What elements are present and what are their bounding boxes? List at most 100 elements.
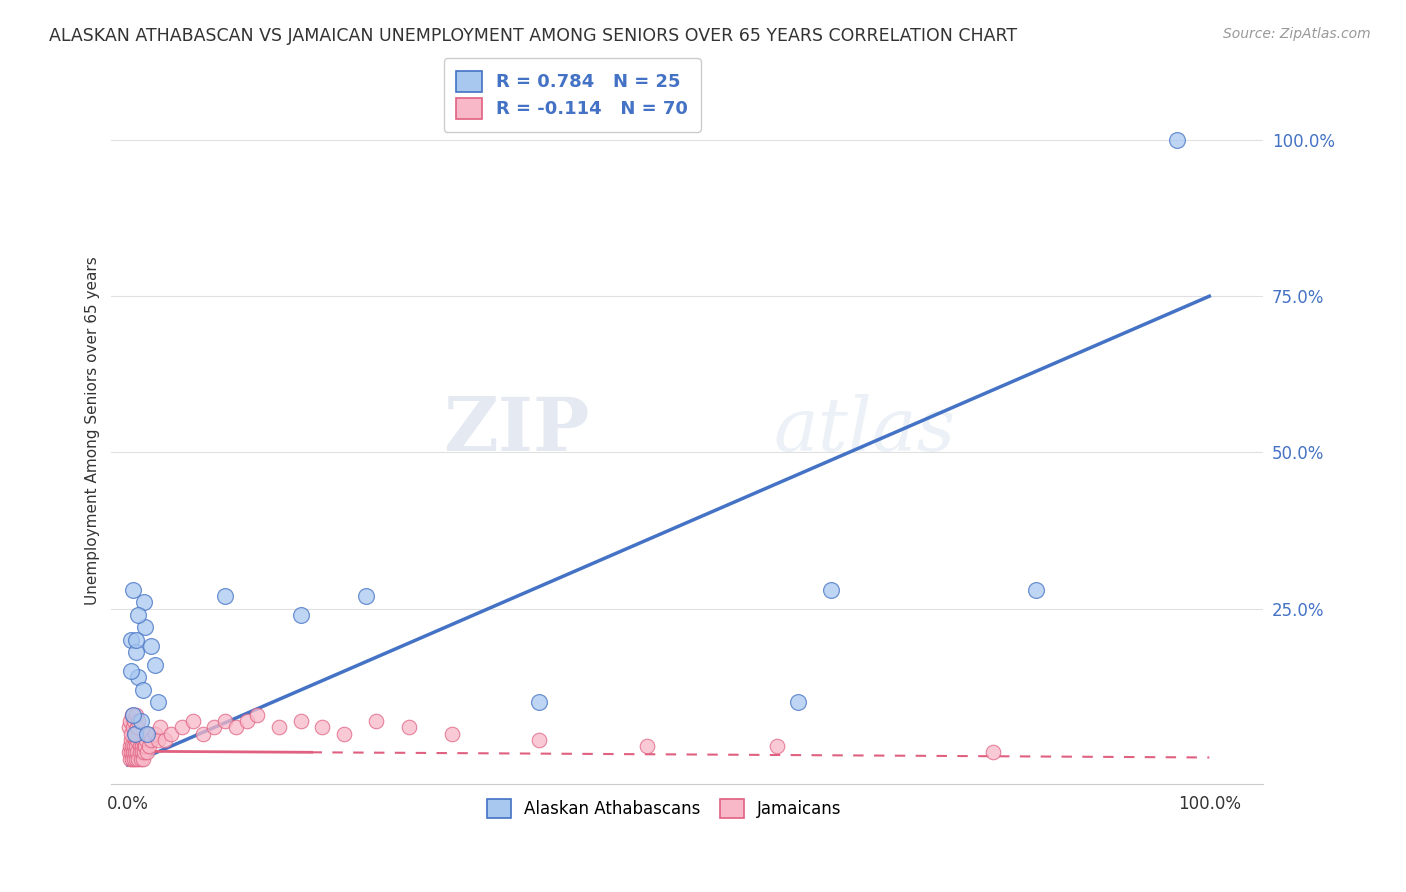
Point <box>122 727 145 741</box>
Point <box>125 645 148 659</box>
Point <box>121 752 143 766</box>
Point <box>146 696 169 710</box>
Point <box>127 671 149 685</box>
Point <box>170 721 193 735</box>
Point <box>981 746 1004 760</box>
Text: atlas: atlas <box>773 394 956 467</box>
Point <box>290 607 312 622</box>
Point <box>131 746 153 760</box>
Legend: Alaskan Athabascans, Jamaicans: Alaskan Athabascans, Jamaicans <box>481 792 848 825</box>
Point <box>122 582 145 597</box>
Point <box>132 595 155 609</box>
Point <box>441 727 464 741</box>
Point <box>128 746 150 760</box>
Point <box>267 721 290 735</box>
Point <box>398 721 420 735</box>
Point <box>124 727 146 741</box>
Point <box>125 739 148 754</box>
Point <box>134 739 156 754</box>
Point <box>127 727 149 741</box>
Point <box>127 746 149 760</box>
Point <box>120 733 142 747</box>
Point <box>135 733 157 747</box>
Point <box>122 708 145 723</box>
Point <box>127 714 149 729</box>
Point <box>125 632 148 647</box>
Point <box>118 714 141 729</box>
Point <box>122 752 145 766</box>
Point <box>146 733 169 747</box>
Point <box>214 589 236 603</box>
Point <box>136 727 159 741</box>
Point <box>155 733 177 747</box>
Point <box>225 721 247 735</box>
Point <box>125 708 148 723</box>
Point <box>636 739 658 754</box>
Point <box>527 696 550 710</box>
Point <box>132 683 155 698</box>
Point <box>527 733 550 747</box>
Point <box>125 752 148 766</box>
Point <box>1166 133 1188 147</box>
Point <box>127 752 149 766</box>
Point <box>1025 582 1047 597</box>
Point <box>181 714 204 729</box>
Point <box>120 746 142 760</box>
Point <box>366 714 388 729</box>
Point <box>131 739 153 754</box>
Point <box>160 727 183 741</box>
Point <box>143 727 166 741</box>
Point <box>246 708 269 723</box>
Point <box>134 620 156 634</box>
Point <box>118 752 141 766</box>
Point <box>118 746 141 760</box>
Point <box>149 721 172 735</box>
Point <box>118 721 141 735</box>
Point <box>132 752 155 766</box>
Point <box>129 733 152 747</box>
Point <box>136 727 159 741</box>
Point <box>121 739 143 754</box>
Point <box>787 696 810 710</box>
Point <box>141 639 163 653</box>
Point <box>132 746 155 760</box>
Text: ZIP: ZIP <box>443 394 589 467</box>
Point <box>214 714 236 729</box>
Point <box>765 739 787 754</box>
Point <box>127 721 149 735</box>
Point <box>354 589 377 603</box>
Point <box>122 746 145 760</box>
Point <box>141 733 163 747</box>
Point <box>129 714 152 729</box>
Point <box>136 746 159 760</box>
Point <box>202 721 225 735</box>
Point <box>311 721 333 735</box>
Point <box>235 714 257 729</box>
Text: ALASKAN ATHABASCAN VS JAMAICAN UNEMPLOYMENT AMONG SENIORS OVER 65 YEARS CORRELAT: ALASKAN ATHABASCAN VS JAMAICAN UNEMPLOYM… <box>49 27 1018 45</box>
Point <box>122 721 145 735</box>
Point <box>333 727 356 741</box>
Point <box>290 714 312 729</box>
Point <box>143 657 166 672</box>
Y-axis label: Unemployment Among Seniors over 65 years: Unemployment Among Seniors over 65 years <box>86 256 100 605</box>
Point <box>132 733 155 747</box>
Text: Source: ZipAtlas.com: Source: ZipAtlas.com <box>1223 27 1371 41</box>
Point <box>128 739 150 754</box>
Point <box>118 739 141 754</box>
Point <box>124 727 146 741</box>
Point <box>124 746 146 760</box>
Point <box>193 727 215 741</box>
Point <box>120 727 142 741</box>
Point <box>124 733 146 747</box>
Point <box>121 708 143 723</box>
Point <box>120 664 142 678</box>
Point <box>138 739 160 754</box>
Point <box>820 582 842 597</box>
Point <box>132 727 155 741</box>
Point <box>127 733 149 747</box>
Point <box>129 752 152 766</box>
Point <box>122 739 145 754</box>
Point <box>122 714 145 729</box>
Point <box>127 607 149 622</box>
Point <box>134 739 156 754</box>
